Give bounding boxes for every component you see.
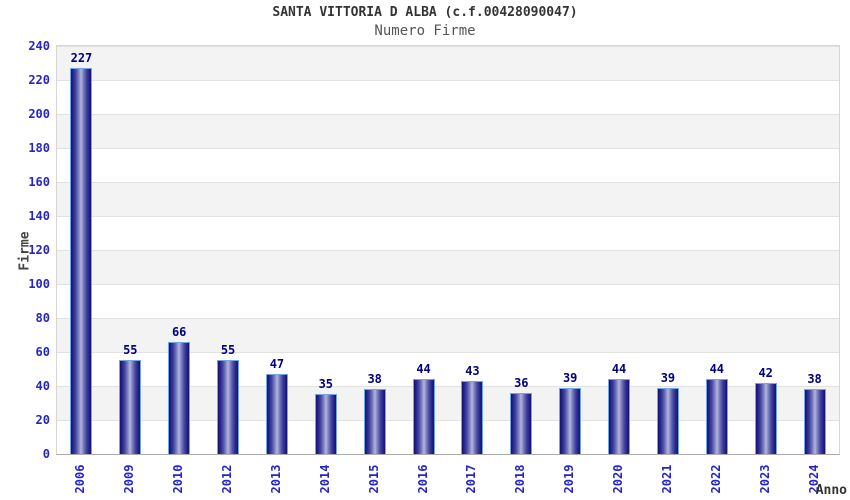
bar-value-label: 55 <box>123 343 138 357</box>
x-tick-2019: 2019 <box>562 464 577 494</box>
bar-value-label: 44 <box>416 362 431 376</box>
bar-value-label: 35 <box>318 377 334 391</box>
bar-2020 <box>608 379 631 454</box>
bar-value-label: 38 <box>367 372 382 386</box>
bar-2015 <box>363 389 386 454</box>
bar-2009 <box>119 360 142 454</box>
plot-band <box>57 80 839 114</box>
bar-value-label: 66 <box>171 325 187 339</box>
bar-value-label: 44 <box>709 362 725 376</box>
gridline <box>57 386 839 387</box>
x-axis-tick-labels: 2006 2009 2010 2012 2013 2014 2015 2016 2017 2018… <box>56 456 840 500</box>
x-axis-title: Anno <box>815 483 847 498</box>
y-tick-220: 220 <box>28 73 50 87</box>
gridline <box>57 216 839 217</box>
gridline <box>57 80 839 81</box>
x-tick-2006: 2006 <box>73 464 88 494</box>
bar-2006 <box>70 68 93 454</box>
x-tick-2021: 2021 <box>659 464 674 494</box>
plot-band <box>57 46 839 80</box>
x-tick-2017: 2017 <box>464 464 479 494</box>
y-tick-140: 140 <box>28 209 50 223</box>
gridline <box>57 420 839 421</box>
plot-band <box>57 284 839 318</box>
y-tick-0: 0 <box>42 447 50 461</box>
gridline <box>57 46 839 47</box>
plot-area: 227 55 66 55 47 35 38 44 43 36 39 44 39 44 42 38 <box>56 45 840 455</box>
plot-band <box>57 114 839 148</box>
bar-value-label: 55 <box>220 343 236 357</box>
x-tick-2020: 2020 <box>611 464 626 494</box>
bar-2024 <box>803 389 826 454</box>
bar-2021 <box>656 388 679 454</box>
bar-2023 <box>754 383 777 454</box>
gridline <box>57 318 839 319</box>
y-tick-180: 180 <box>28 141 50 155</box>
bar-2010 <box>168 342 191 454</box>
plot-band <box>57 148 839 182</box>
y-tick-160: 160 <box>28 175 50 189</box>
x-tick-2016: 2016 <box>415 464 430 494</box>
bar-value-label: 43 <box>465 364 480 378</box>
bar-value-label: 38 <box>807 372 822 386</box>
bar-2022 <box>705 379 728 454</box>
bar-2013 <box>265 374 288 454</box>
plot-band <box>57 250 839 284</box>
bar-value-label: 39 <box>562 371 578 385</box>
y-axis-tick-labels: 0 20 40 60 80 100 120 140 160 180 200 220 240 <box>0 39 50 461</box>
y-tick-80: 80 <box>35 311 50 325</box>
x-tick-2015: 2015 <box>366 464 381 494</box>
bar-value-label: 47 <box>269 357 285 371</box>
x-tick-2022: 2022 <box>708 464 723 494</box>
y-tick-100: 100 <box>28 277 50 291</box>
x-tick-2023: 2023 <box>757 464 772 494</box>
bar-value-label: 42 <box>758 366 773 380</box>
bar-2018 <box>510 393 533 454</box>
x-tick-2012: 2012 <box>220 464 235 494</box>
plot-band <box>57 216 839 250</box>
x-tick-2014: 2014 <box>317 464 332 494</box>
y-tick-200: 200 <box>28 107 50 121</box>
chart-title: SANTA VITTORIA D ALBA (c.f.00428090047) <box>272 5 578 20</box>
gridline <box>57 250 839 251</box>
gridline <box>57 352 839 353</box>
y-tick-240: 240 <box>28 39 50 53</box>
gridline <box>57 148 839 149</box>
y-axis-title: Firme <box>17 231 33 271</box>
plot-band <box>57 182 839 216</box>
bar-2017 <box>461 381 484 454</box>
bar-value-label: 36 <box>514 376 529 390</box>
bar-2012 <box>217 360 240 454</box>
gridline <box>57 182 839 183</box>
gridline <box>57 284 839 285</box>
y-tick-120: 120 <box>28 243 50 257</box>
gridline <box>57 114 839 115</box>
x-tick-2018: 2018 <box>513 464 528 494</box>
y-tick-20: 20 <box>35 413 50 427</box>
bar-value-label: 39 <box>660 371 676 385</box>
x-tick-2013: 2013 <box>268 464 283 494</box>
bar-value-label: 44 <box>611 362 627 376</box>
y-tick-40: 40 <box>35 379 50 393</box>
bar-value-label: 227 <box>70 51 93 65</box>
chart-subtitle: Numero Firme <box>374 23 476 39</box>
bar-2014 <box>314 394 337 454</box>
bar-2016 <box>412 379 435 454</box>
y-tick-60: 60 <box>35 345 50 359</box>
bar-2019 <box>559 388 582 454</box>
x-tick-2010: 2010 <box>171 464 186 494</box>
x-tick-2009: 2009 <box>122 464 137 494</box>
